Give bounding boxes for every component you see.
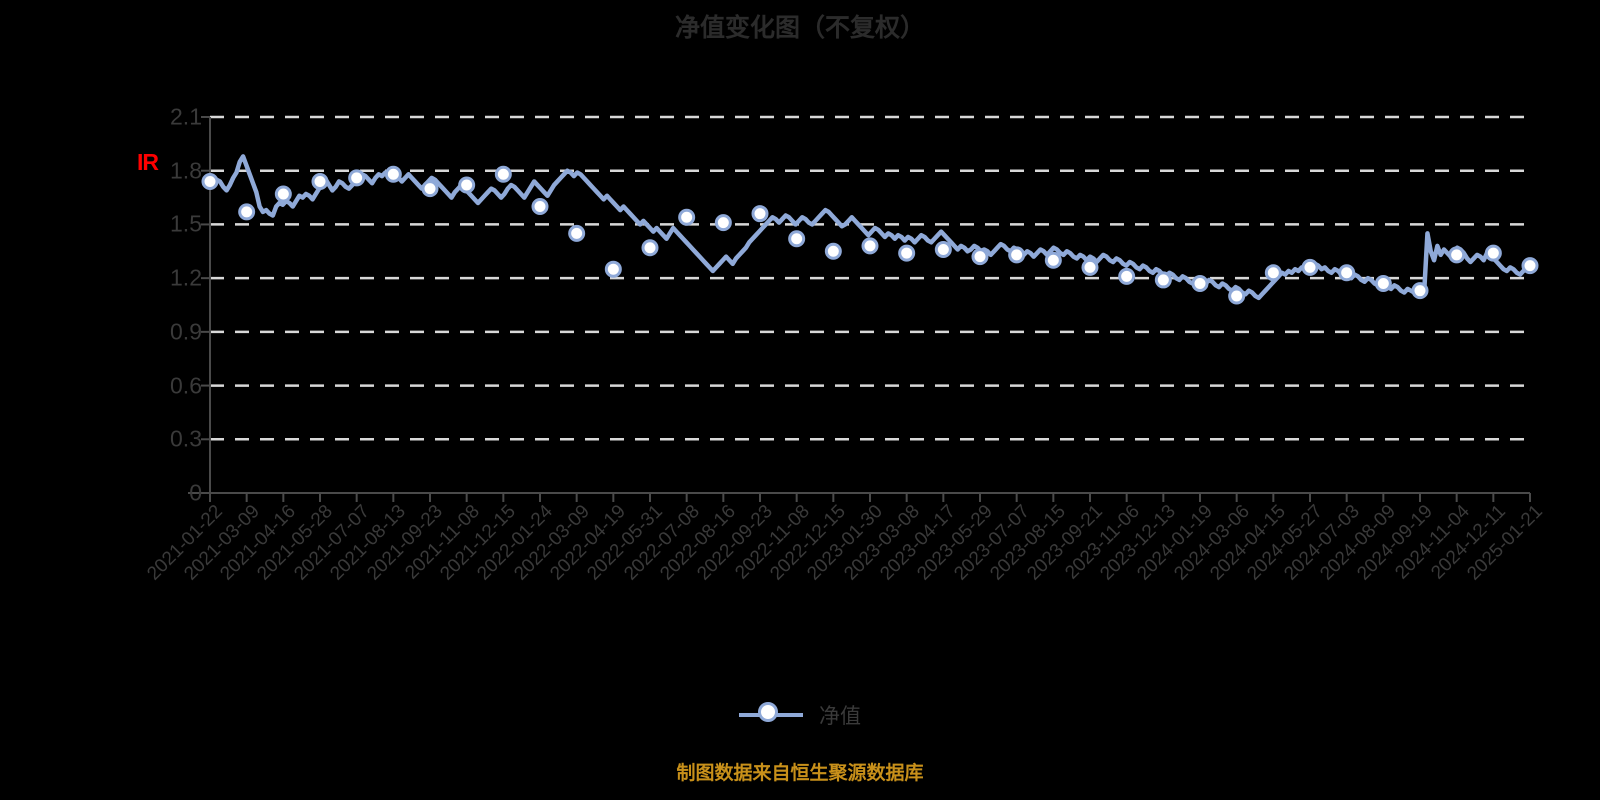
data-point-marker — [861, 237, 879, 255]
series-line-net-value — [207, 154, 1533, 301]
legend-swatch-net-value — [739, 702, 803, 728]
data-point-marker — [1264, 264, 1282, 282]
data-point-marker — [934, 240, 952, 258]
data-point-marker — [1374, 275, 1392, 293]
data-point-marker — [788, 230, 806, 248]
y-axis-tick-1.8: 1.8 — [170, 157, 202, 184]
data-point-marker — [201, 172, 219, 190]
data-point-marker — [1008, 246, 1026, 264]
data-source-note: 制图数据来自恒生聚源数据库 — [676, 763, 924, 784]
data-point-marker — [458, 176, 476, 194]
data-point-marker — [1044, 251, 1062, 269]
y-axis-labels: 0 0.3 0.6 0.9 1.2 1.5 1.8 2.1 — [120, 0, 202, 800]
data-point-marker — [1338, 264, 1356, 282]
data-point-marker — [1521, 257, 1539, 275]
data-point-marker — [1411, 282, 1429, 300]
data-point-marker — [494, 165, 512, 183]
y-axis-tick-1.2: 1.2 — [170, 264, 202, 291]
data-point-marker — [898, 244, 916, 262]
data-point-marker — [751, 205, 769, 223]
y-axis-tick-0.3: 0.3 — [170, 425, 202, 452]
data-point-marker — [1228, 287, 1246, 305]
data-point-marker — [1448, 246, 1466, 264]
y-axis-tick-2.1: 2.1 — [170, 103, 202, 130]
data-point-marker — [1154, 271, 1172, 289]
data-point-marker — [1484, 244, 1502, 262]
data-point-marker — [714, 214, 732, 232]
data-point-marker — [1191, 275, 1209, 293]
data-point-marker — [531, 198, 549, 216]
y-axis-tick-0.6: 0.6 — [170, 372, 202, 399]
y-axis-tick-0: 0 — [189, 479, 202, 506]
data-point-marker — [274, 185, 292, 203]
data-point-marker — [641, 239, 659, 257]
legend-marker-icon — [758, 702, 778, 722]
data-point-marker — [1081, 258, 1099, 276]
chart-legend: 净值 — [0, 700, 1600, 730]
data-point-marker — [824, 242, 842, 260]
legend-label-net-value: 净值 — [819, 705, 861, 728]
data-point-marker — [971, 248, 989, 266]
data-point-marker — [1301, 258, 1319, 276]
data-point-marker — [568, 224, 586, 242]
data-point-marker — [348, 169, 366, 187]
data-point-marker — [1118, 267, 1136, 285]
page-title: 净值变化图（不复权） — [674, 14, 925, 42]
data-point-marker — [421, 180, 439, 198]
data-point-marker — [384, 165, 402, 183]
data-point-marker — [238, 203, 256, 221]
data-point-marker — [604, 260, 622, 278]
data-point-marker — [311, 172, 329, 190]
axis-annotation-ir: IR — [137, 148, 159, 175]
y-axis-tick-0.9: 0.9 — [170, 318, 202, 345]
data-point-marker — [678, 208, 696, 226]
y-axis-tick-1.5: 1.5 — [170, 210, 202, 237]
